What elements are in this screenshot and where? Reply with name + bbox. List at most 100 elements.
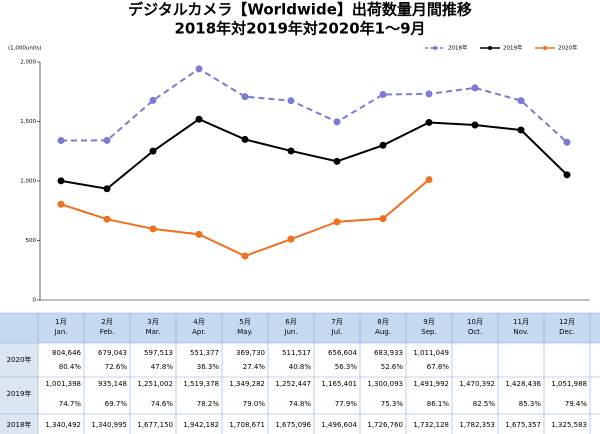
table-yoy: 86.1% xyxy=(427,400,450,408)
point xyxy=(379,141,387,149)
table-yoy: 78.2% xyxy=(197,400,220,408)
point xyxy=(563,138,571,146)
table-yoy: 77.9% xyxy=(335,400,358,408)
y-tick-label: 0 xyxy=(33,298,37,304)
point xyxy=(333,118,341,126)
x-tick-label: 6月 xyxy=(285,318,296,326)
table-row-label: 2019年 xyxy=(7,389,32,398)
table-value: 1,165,401 xyxy=(321,380,357,388)
table-value: 1,251,002 xyxy=(137,380,173,388)
table-yoy: 69.7% xyxy=(105,400,128,408)
table-value: 804,646 xyxy=(52,349,81,357)
table-value: 1,349,282 xyxy=(229,380,265,388)
legend-marker xyxy=(543,46,547,50)
legend-marker xyxy=(433,46,437,50)
table-yoy: 75.3% xyxy=(381,400,404,408)
chart-subtitle: 2018年対2019年対2020年1～9月 xyxy=(174,20,425,38)
table-yoy: 74.6% xyxy=(151,400,174,408)
point xyxy=(287,97,295,105)
table-yoy: 36.3% xyxy=(197,363,220,371)
x-tick-label: 4月 xyxy=(193,318,204,326)
table-value: 1,491,992 xyxy=(413,380,449,388)
table-value: 1,051,988 xyxy=(551,380,587,388)
table-yoy: 27.4% xyxy=(243,363,266,371)
y-tick-label: 1,500 xyxy=(20,119,36,125)
point xyxy=(425,90,433,98)
table-rowhead-bg xyxy=(0,343,38,434)
point xyxy=(103,215,111,223)
table-value: 511,517 xyxy=(282,349,311,357)
x-tick-label: 2月 xyxy=(101,318,112,326)
table-yoy: 67.8% xyxy=(427,363,450,371)
point xyxy=(379,215,387,223)
x-tick-label-en: Nov. xyxy=(513,328,528,336)
series-line xyxy=(60,67,568,143)
table-yoy: 74.7% xyxy=(59,400,82,408)
point xyxy=(425,176,433,184)
x-tick-label-en: Sep. xyxy=(421,328,436,336)
table-row-label: 2020年 xyxy=(7,355,32,364)
table-value: 1,428,436 xyxy=(505,380,541,388)
table-yoy: 52.6% xyxy=(381,363,404,371)
table-value: 1,677,150 xyxy=(137,421,173,429)
table-value: 1,708,671 xyxy=(229,421,265,429)
point xyxy=(57,177,65,185)
x-tick-label-en: Jun. xyxy=(283,328,297,336)
table-yoy: 82.5% xyxy=(473,400,496,408)
x-tick-label: 9月 xyxy=(423,318,434,326)
table-yoy: 80.4% xyxy=(59,363,82,371)
point xyxy=(149,225,157,233)
x-tick-label: 8月 xyxy=(377,318,388,326)
table-value: 1,942,182 xyxy=(183,421,219,429)
legend-marker xyxy=(488,46,492,50)
table-row-label: 2018年 xyxy=(7,420,32,429)
table-value: 1,726,760 xyxy=(367,421,403,429)
point xyxy=(149,147,157,155)
x-tick-label: 12月 xyxy=(559,318,575,326)
table-yoy: 74.8% xyxy=(289,400,312,408)
table-yoy: 56.3% xyxy=(335,363,358,371)
point xyxy=(287,235,295,243)
table-yoy: 85.3% xyxy=(519,400,542,408)
point xyxy=(379,91,387,99)
point xyxy=(517,97,525,105)
x-tick-label-en: Jan. xyxy=(53,328,67,336)
table-value: 1,325,583 xyxy=(551,421,587,429)
x-tick-label-en: Jul. xyxy=(331,328,343,336)
table-value: 369,730 xyxy=(236,349,265,357)
point xyxy=(471,121,479,129)
table-value: 679,043 xyxy=(98,349,127,357)
point xyxy=(241,135,249,143)
table-value: 656,604 xyxy=(328,349,357,357)
point xyxy=(471,84,479,92)
x-tick-label: 1月 xyxy=(55,318,66,326)
legend-label: 2018年 xyxy=(448,44,468,52)
series-line xyxy=(60,178,430,258)
y-tick-label: 500 xyxy=(26,238,37,244)
y-tick-label: 1,000 xyxy=(20,179,36,185)
legend-label: 2019年 xyxy=(503,44,523,52)
point xyxy=(563,171,571,179)
point xyxy=(241,93,249,101)
point xyxy=(57,136,65,144)
point xyxy=(517,126,525,134)
table-value: 1,782,353 xyxy=(459,421,495,429)
x-tick-label: 3月 xyxy=(147,318,158,326)
point xyxy=(195,65,203,73)
table-value: 1,300,093 xyxy=(367,380,403,388)
x-tick-label-en: Oct. xyxy=(468,328,482,336)
table-value: 683,933 xyxy=(374,349,403,357)
x-tick-label-en: Feb. xyxy=(100,328,115,336)
table-value: 1,496,604 xyxy=(321,421,357,429)
y-tick-label: 2,000 xyxy=(20,60,36,66)
x-tick-label: 5月 xyxy=(239,318,250,326)
x-tick-label: 10月 xyxy=(467,318,483,326)
legend-label: 2020年 xyxy=(558,44,578,52)
x-tick-label-en: Mar. xyxy=(146,328,161,336)
series-line xyxy=(60,118,568,190)
x-tick-label-en: Aug. xyxy=(375,328,391,336)
table-yoy: 40.8% xyxy=(289,363,312,371)
point xyxy=(425,118,433,126)
point xyxy=(333,218,341,226)
